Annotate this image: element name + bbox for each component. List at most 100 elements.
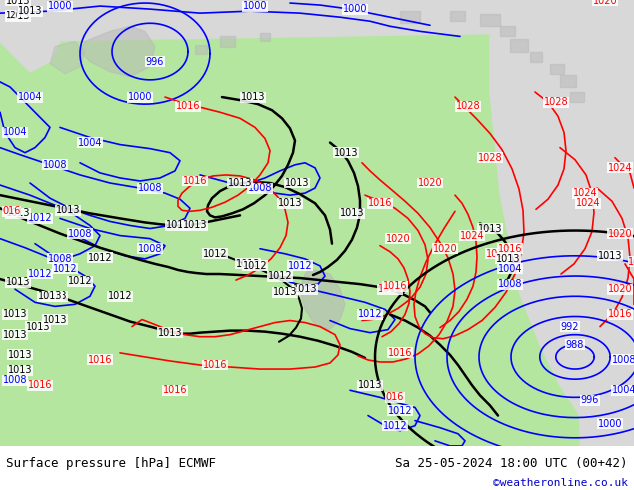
Text: 1004: 1004 [78,138,102,147]
Text: 988: 988 [566,340,584,350]
Text: 1013: 1013 [158,328,182,338]
Text: 1013: 1013 [38,291,62,301]
Text: 1013: 1013 [496,254,521,264]
Text: 1012: 1012 [28,214,53,223]
Text: 1013: 1013 [598,251,622,261]
Text: 1028: 1028 [544,97,568,107]
Polygon shape [0,0,634,42]
Text: 1020: 1020 [593,0,618,6]
Text: 1004: 1004 [612,385,634,395]
Polygon shape [480,14,500,26]
Polygon shape [0,0,634,446]
Text: 1008: 1008 [3,375,27,385]
Text: 1013: 1013 [358,380,382,390]
Text: 1013: 1013 [278,198,302,208]
Text: 1013: 1013 [56,205,81,215]
Text: 1013: 1013 [8,350,32,360]
Text: ©weatheronline.co.uk: ©weatheronline.co.uk [493,478,628,488]
Text: 1012: 1012 [68,276,93,286]
Text: 1012: 1012 [203,249,228,259]
Polygon shape [0,0,634,36]
Text: 1004: 1004 [3,127,27,138]
Text: 12: 12 [5,11,15,20]
Polygon shape [570,143,634,446]
Text: 1016: 1016 [383,281,407,291]
Text: 1013: 1013 [183,220,207,230]
Polygon shape [80,26,155,77]
Text: 1012: 1012 [268,271,292,281]
Text: 1016: 1016 [498,244,522,254]
Text: 1004: 1004 [498,264,522,274]
Text: 1016: 1016 [87,355,112,365]
Polygon shape [490,0,634,446]
Text: 1016: 1016 [28,380,52,390]
Text: 1024: 1024 [460,231,484,241]
Text: 1013: 1013 [228,178,252,188]
Text: 1020: 1020 [432,244,457,254]
Text: 1013: 1013 [18,6,42,16]
Polygon shape [550,64,564,74]
Text: 1013: 1013 [6,277,30,287]
Polygon shape [400,11,420,23]
Text: 1020: 1020 [607,284,632,294]
Polygon shape [0,0,634,31]
Text: 1013: 1013 [26,321,50,332]
Text: 1000: 1000 [343,4,367,14]
Text: 1013: 1013 [3,330,27,340]
Text: 1013: 1013 [42,315,67,324]
Text: 996: 996 [146,57,164,67]
Text: Sa 25-05-2024 18:00 UTC (00+42): Sa 25-05-2024 18:00 UTC (00+42) [395,457,628,470]
Text: 1020: 1020 [385,234,410,244]
Text: 1012: 1012 [383,421,407,431]
Text: 1008: 1008 [68,228,93,239]
Text: 1000: 1000 [48,1,72,11]
Polygon shape [195,46,207,53]
Text: 1012: 1012 [243,261,268,271]
Text: 1024: 1024 [607,163,632,173]
Text: 1013: 1013 [42,291,67,301]
Text: 016: 016 [386,392,404,402]
Text: 1008: 1008 [48,254,72,264]
Polygon shape [0,0,60,72]
Text: 1024: 1024 [573,188,597,198]
Text: 1016: 1016 [388,348,412,358]
Polygon shape [260,33,270,42]
Text: 1013: 1013 [6,11,30,21]
Polygon shape [550,0,634,244]
Text: 1013: 1013 [8,365,32,375]
Text: 992: 992 [560,321,579,332]
Polygon shape [570,92,584,102]
Polygon shape [450,11,465,21]
Text: 1016: 1016 [368,198,392,208]
Text: 1000: 1000 [598,418,622,429]
Text: 1016: 1016 [163,385,187,395]
Text: 1008: 1008 [138,183,162,193]
Text: 1013: 1013 [3,310,27,319]
Text: 1012: 1012 [288,261,313,271]
Text: 1013: 1013 [293,284,317,294]
Text: 1008: 1008 [248,183,272,193]
Text: 1028: 1028 [456,101,481,111]
Text: 1012: 1012 [387,406,412,416]
Polygon shape [560,75,576,87]
Text: 10: 10 [628,257,634,267]
Text: 1016: 1016 [608,310,632,319]
Text: 1013: 1013 [273,287,297,297]
Text: 1013: 1013 [478,223,502,234]
Text: 1020: 1020 [418,178,443,188]
Text: 1013: 1013 [340,208,365,219]
Text: 1012: 1012 [28,269,53,279]
Text: 1013: 1013 [6,208,30,219]
Text: 1013: 1013 [333,147,358,158]
Text: 1016: 1016 [378,284,402,294]
Text: 996: 996 [581,395,599,405]
Polygon shape [50,42,85,74]
Text: 1012: 1012 [53,264,77,274]
Text: 1012: 1012 [236,259,261,269]
Text: 1008: 1008 [138,244,162,254]
Text: 1016: 1016 [183,176,207,186]
Text: 1012: 1012 [108,291,133,301]
Text: 1012: 1012 [87,253,112,263]
Text: 1013: 1013 [165,220,190,230]
Polygon shape [220,36,235,47]
